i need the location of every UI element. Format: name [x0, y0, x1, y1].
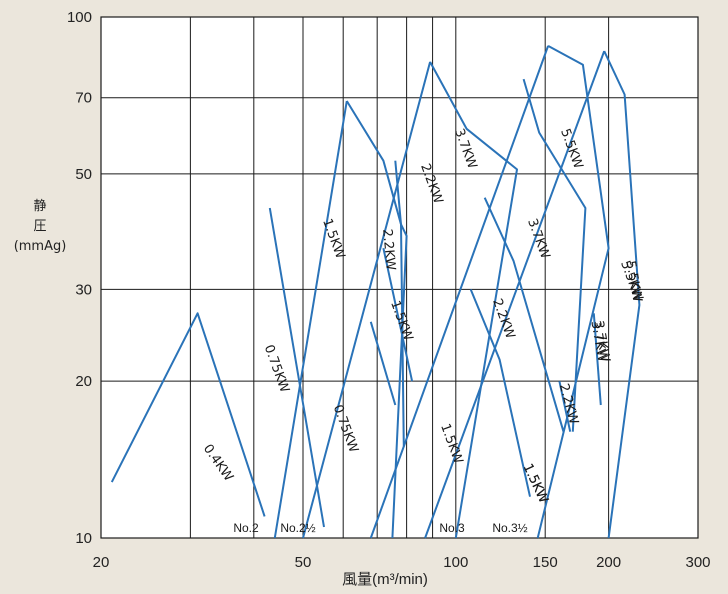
fan-lines — [273, 45, 606, 539]
curve-0-75kw — [268, 207, 325, 528]
fan-size-label: No.3 — [439, 521, 465, 535]
curve-3-7kw — [592, 313, 602, 406]
y-tick-label: 100 — [67, 9, 92, 26]
y-tick-label: 20 — [75, 373, 92, 390]
curve-label: 3.7KW — [587, 320, 609, 364]
x-tick-label: 20 — [93, 554, 110, 571]
curve-2-2kw — [558, 380, 572, 432]
y-tick-label: 50 — [75, 166, 92, 183]
fan-size-label: No.2 — [233, 521, 259, 535]
plot-background — [101, 17, 698, 538]
fan-line — [273, 100, 348, 539]
x-tick-label: 300 — [685, 554, 710, 571]
curve-label: 3.7KW — [590, 320, 612, 364]
curve-2-2kw — [391, 160, 408, 539]
curve-5-5kw — [603, 50, 641, 539]
curve-label: 2.2KW — [379, 228, 398, 271]
curve-0-75kw — [369, 321, 397, 406]
x-tick-label: 200 — [596, 554, 621, 571]
fan-line — [424, 50, 606, 539]
fan-size-label: No.2½ — [280, 521, 315, 535]
x-tick-label: 150 — [533, 554, 558, 571]
y-tick-label: 10 — [75, 530, 92, 547]
x-axis-label: 風量(m³/min) — [342, 571, 428, 588]
y-axis-label-line-1: 静 — [33, 199, 46, 214]
fan-line — [302, 61, 432, 539]
y-tick-label: 30 — [75, 281, 92, 298]
fan-line — [369, 45, 550, 539]
plot-frame — [100, 16, 699, 539]
curve-2-2kw — [483, 197, 565, 432]
y-axis-label-line-3: (mmAg) — [14, 239, 67, 254]
y-tick-label: 70 — [75, 90, 92, 107]
curve-label: 5.5KW — [622, 260, 644, 304]
x-tick-label: 100 — [443, 554, 468, 571]
fan-size-label: No.3½ — [492, 521, 527, 535]
curve-3-7kw — [429, 61, 518, 539]
curve-5-5kw — [536, 45, 610, 539]
curves — [110, 45, 641, 539]
curve-0-4kw — [110, 312, 266, 517]
x-tick-label: 50 — [295, 554, 312, 571]
grid — [100, 16, 699, 539]
y-axis-label-line-2: 圧 — [33, 219, 46, 234]
curve-3-7kw — [522, 78, 587, 432]
curve-1-5kw — [469, 289, 531, 497]
curve-1-5kw — [382, 247, 414, 382]
